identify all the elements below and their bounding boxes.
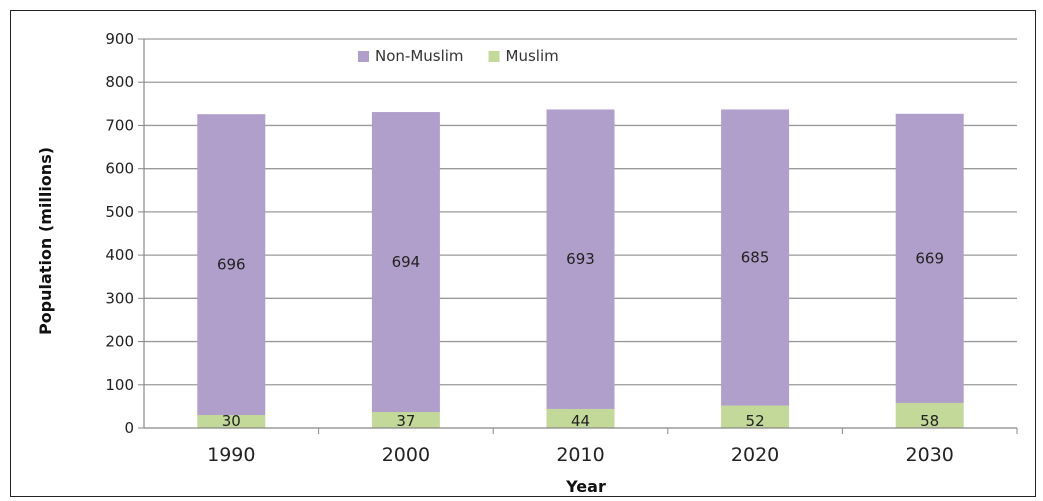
bar-muslim <box>371 412 440 428</box>
bar-muslim <box>895 402 964 428</box>
bar-non-muslim <box>895 113 964 403</box>
bar-non-muslim <box>721 109 790 406</box>
x-tick-label: 2030 <box>906 444 954 466</box>
data-label-muslim: 44 <box>571 412 590 430</box>
bar-non-muslim <box>197 114 266 416</box>
data-label-non-muslim: 694 <box>392 253 421 271</box>
bar-muslim <box>197 415 266 428</box>
legend-swatch <box>358 51 369 62</box>
y-tick-label: 700 <box>105 116 134 134</box>
y-tick-label: 300 <box>105 289 134 307</box>
data-label-muslim: 37 <box>396 412 415 430</box>
y-tick-label: 100 <box>105 376 134 394</box>
legend: Non-Muslim Muslim <box>358 47 559 65</box>
x-tick-label: 1990 <box>207 444 255 466</box>
y-tick-label: 500 <box>105 203 134 221</box>
y-axis-title: Population (millions) <box>36 147 55 335</box>
data-label-muslim: 30 <box>222 412 241 430</box>
y-tick-label: 800 <box>105 73 134 91</box>
bar-muslim <box>721 405 790 428</box>
y-tick-label: 600 <box>105 160 134 178</box>
data-label-muslim: 58 <box>920 412 939 430</box>
bar-muslim <box>546 408 615 428</box>
data-label-non-muslim: 696 <box>217 256 246 274</box>
x-tick-label: 2020 <box>731 444 779 466</box>
data-label-non-muslim: 693 <box>566 250 595 268</box>
y-tick-label: 200 <box>105 333 134 351</box>
stacked-bar-chart: 0 100 200 300 400 500 600 700 800 900 1990 2000 2010… <box>36 30 1018 496</box>
legend-label: Muslim <box>506 47 559 65</box>
x-axis-title: Year <box>565 477 606 496</box>
bars <box>197 109 964 428</box>
y-tick-label: 900 <box>105 30 134 48</box>
data-label-muslim: 52 <box>746 412 765 430</box>
data-label-non-muslim: 669 <box>915 249 944 267</box>
legend-swatch <box>488 51 500 62</box>
axes: 0 100 200 300 400 500 600 700 800 900 1990 2000 2010… <box>105 30 1018 466</box>
y-tick-label: 0 <box>124 419 134 437</box>
bar-non-muslim <box>546 109 615 409</box>
data-labels: 30 696 37 694 44 693 52 685 58 669 <box>217 248 944 430</box>
legend-label: Non-Muslim <box>375 47 464 65</box>
bar-non-muslim <box>371 112 440 413</box>
x-tick-label: 2010 <box>556 444 604 466</box>
data-label-non-muslim: 685 <box>741 248 770 266</box>
x-tick-label: 2000 <box>382 444 430 466</box>
chart-frame: 0 100 200 300 400 500 600 700 800 900 1990 2000 2010… <box>10 10 1036 497</box>
y-tick-label: 400 <box>105 246 134 264</box>
